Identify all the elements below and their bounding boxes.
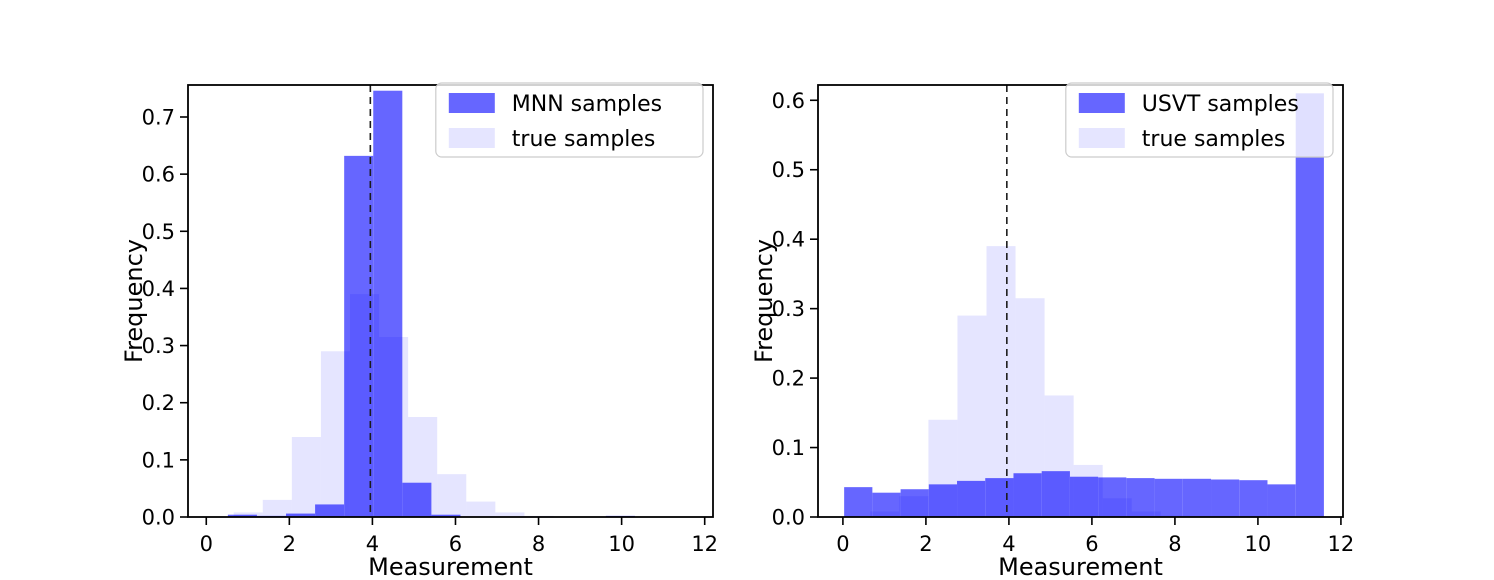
mnn-samples-series — [227, 90, 635, 518]
usvt-samples-bar — [985, 478, 1014, 517]
x-axis-label: Measurement — [998, 553, 1163, 580]
true-samples-bar — [928, 419, 958, 517]
x-tick-label: 12 — [691, 532, 718, 556]
usvt-samples-bar — [1182, 478, 1212, 517]
legend-swatch-true-samples — [448, 128, 495, 148]
true-samples-bar — [1073, 464, 1103, 517]
true-samples-bar — [466, 501, 496, 517]
y-tick-label: 0.6 — [142, 163, 175, 187]
usvt-samples-bar — [1126, 478, 1155, 517]
legend-box — [435, 82, 704, 158]
x-tick-label: 0 — [836, 532, 849, 556]
x-tick-label: 10 — [1245, 532, 1272, 556]
true-samples-bar — [408, 417, 438, 517]
x-tick-label: 12 — [1328, 532, 1355, 556]
usvt-samples-bar — [1154, 478, 1183, 517]
mnn-samples-bar — [286, 513, 316, 517]
legend-label: true samples — [512, 127, 656, 152]
true-samples-bar — [349, 294, 380, 517]
true-samples-bar — [1015, 298, 1045, 517]
x-tick-label: 6 — [1085, 532, 1098, 556]
true-samples-bar — [986, 246, 1016, 517]
true-samples-bar — [870, 511, 900, 517]
true-samples-bar — [1131, 511, 1161, 517]
legend-swatch-true-samples — [1078, 128, 1125, 148]
y-tick-label: 0.4 — [142, 277, 175, 301]
mnn-samples-bar — [315, 504, 345, 517]
x-tick-label: 2 — [919, 532, 932, 556]
legend: USVT samples true samples — [1065, 82, 1334, 158]
usvt-samples-bar — [957, 480, 986, 517]
legend-label: USVT samples — [1142, 92, 1299, 117]
true-samples-bar — [1044, 395, 1074, 517]
y-tick-label: 0.5 — [772, 158, 805, 182]
usvt-samples-bar — [1267, 484, 1296, 517]
x-axis-label: Measurement — [368, 553, 533, 580]
x-tick-label: 6 — [449, 532, 462, 556]
usvt-samples-bar — [872, 492, 901, 517]
panel-left: 0 2 4 6 8 10 12 0.0 0.1 0.2 0.3 0.4 0.5 0.6 0.7 Measure… — [120, 82, 718, 580]
x-tick-label: 2 — [283, 532, 296, 556]
true-samples-series — [870, 246, 1190, 517]
usvt-samples-bar — [1211, 479, 1240, 517]
y-tick-label: 0.7 — [142, 106, 175, 130]
usvt-samples-bar — [1098, 477, 1127, 517]
true-samples-bar — [320, 351, 350, 517]
x-tick-label: 4 — [1002, 532, 1015, 556]
mnn-samples-bar — [402, 482, 432, 517]
y-tick-label: 0.2 — [772, 367, 805, 391]
x-tick-label: 0 — [200, 532, 213, 556]
true-samples-bar — [291, 437, 321, 517]
legend-label: MNN samples — [512, 92, 662, 117]
x-tick-label: 10 — [608, 532, 635, 556]
true-samples-bar — [495, 512, 525, 517]
mnn-samples-bar — [344, 155, 374, 518]
x-tick-label: 8 — [532, 532, 545, 556]
x-tick-label: 4 — [366, 532, 379, 556]
true-samples-bar — [437, 474, 467, 517]
y-tick-label: 0.3 — [772, 297, 805, 321]
y-tick-label: 0.6 — [772, 89, 805, 113]
mnn-samples-bar — [373, 90, 403, 518]
usvt-samples-bar — [844, 487, 873, 517]
x-tick-label: 8 — [1168, 532, 1181, 556]
legend-label: true samples — [1142, 127, 1286, 152]
true-samples-bar — [957, 315, 987, 517]
usvt-samples-bar — [900, 489, 929, 517]
mnn-samples-bar — [431, 514, 461, 517]
y-tick-label: 0.4 — [772, 228, 805, 252]
true-samples-bar — [379, 337, 409, 517]
usvt-samples-bar — [1069, 476, 1099, 517]
y-tick-label: 0.0 — [142, 506, 175, 530]
usvt-samples-bar — [1295, 93, 1324, 517]
usvt-samples-bar — [1041, 471, 1070, 517]
y-tick-label: 0.0 — [772, 506, 805, 530]
true-samples-series — [233, 294, 554, 517]
y-tick-label: 0.3 — [142, 334, 175, 358]
true-samples-bar — [262, 499, 292, 517]
y-tick-label: 0.2 — [142, 391, 175, 415]
y-axis-label: Frequency — [120, 239, 148, 363]
y-tick-label: 0.1 — [772, 436, 805, 460]
true-samples-bar — [233, 512, 263, 517]
usvt-samples-bar — [1239, 480, 1268, 517]
true-samples-bar — [899, 496, 929, 517]
panel-right: 0 2 4 6 8 10 12 0.0 0.1 0.2 0.3 0.4 0.5 0.6 Measuremen… — [750, 82, 1355, 580]
y-axis-label: Frequency — [750, 239, 778, 363]
mnn-samples-bar — [227, 514, 257, 517]
usvt-samples-bar — [1013, 473, 1042, 517]
usvt-samples-bar — [928, 484, 958, 517]
y-tick-label: 0.5 — [142, 220, 175, 244]
legend-box — [1065, 82, 1334, 158]
y-tick-label: 0.1 — [142, 448, 175, 472]
legend-swatch-mnn-samples — [448, 93, 495, 113]
true-samples-bar — [1102, 498, 1132, 517]
legend: MNN samples true samples — [435, 82, 704, 158]
legend-swatch-usvt-samples — [1078, 93, 1125, 113]
usvt-samples-series — [844, 93, 1324, 517]
